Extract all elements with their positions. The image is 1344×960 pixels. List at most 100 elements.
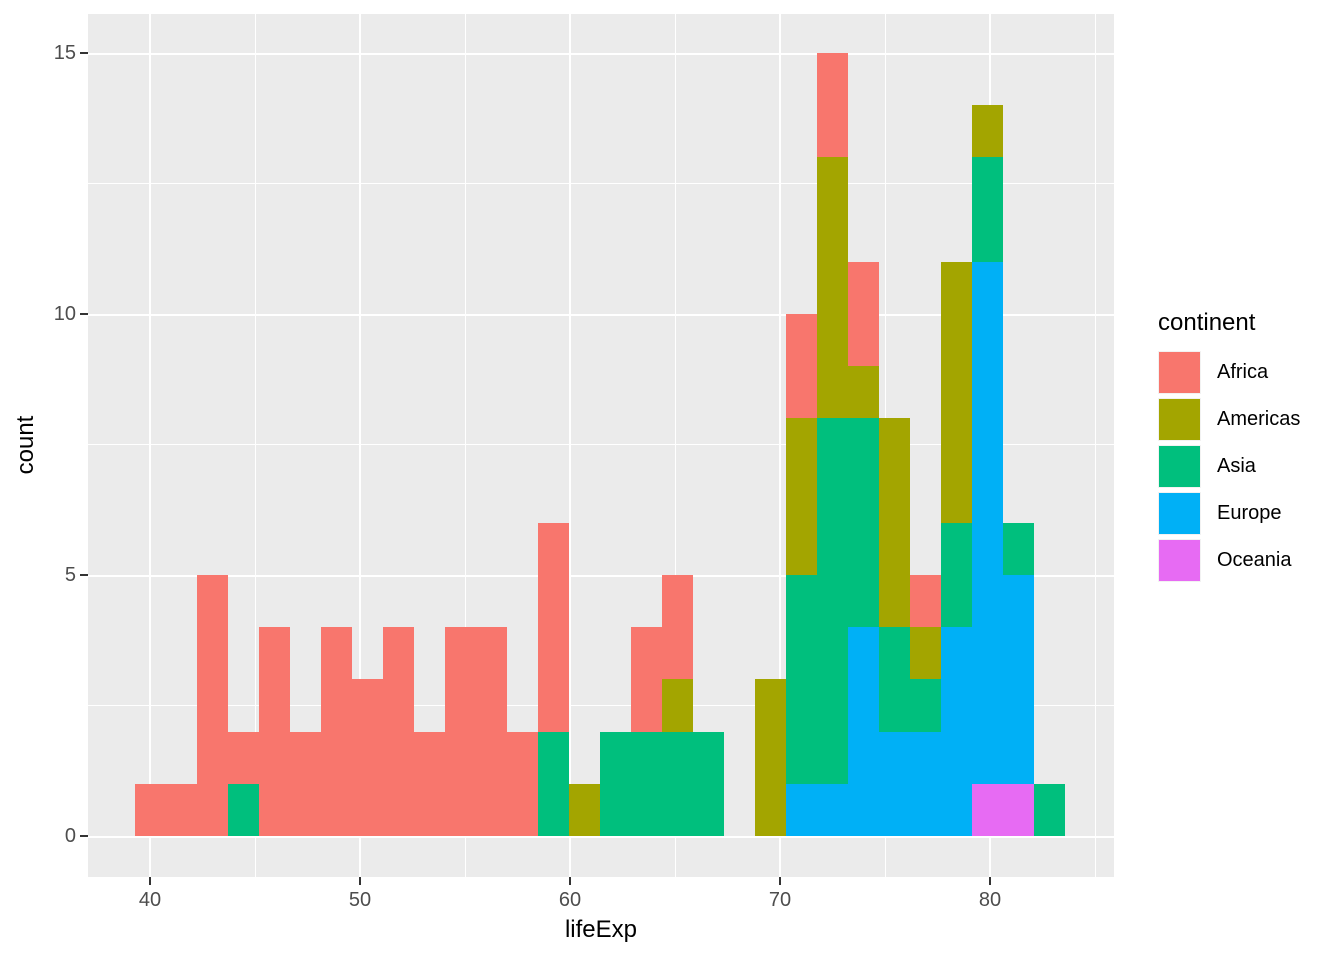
bar-segment-americas bbox=[816, 157, 848, 419]
bar-segment-africa bbox=[475, 627, 507, 836]
bar-segment-asia bbox=[600, 731, 631, 836]
bar-segment-europe bbox=[941, 627, 973, 836]
legend: continent Africa Americas Asia Europe Oceani… bbox=[1158, 310, 1344, 586]
bar-segment-americas bbox=[568, 783, 600, 836]
africa-swatch bbox=[1159, 352, 1200, 393]
x-tick-mark bbox=[149, 877, 151, 885]
bar-segment-americas bbox=[848, 366, 880, 419]
x-minor-gridline bbox=[674, 14, 676, 877]
legend-label: Oceania bbox=[1217, 549, 1292, 571]
bar-segment-asia bbox=[630, 731, 662, 836]
bar-segment-africa bbox=[630, 627, 662, 732]
y-major-gridline bbox=[88, 575, 1114, 577]
bar-segment-asia bbox=[848, 418, 880, 628]
bar-segment-africa bbox=[197, 575, 229, 836]
bar-segment-africa bbox=[290, 731, 322, 836]
legend-key bbox=[1158, 398, 1201, 441]
bar-segment-africa bbox=[320, 627, 352, 836]
bar-segment-asia bbox=[227, 783, 259, 836]
bar-segment-africa bbox=[258, 627, 290, 836]
bar-segment-asia bbox=[909, 679, 941, 732]
x-axis-title: lifeExp bbox=[564, 916, 638, 943]
europe-swatch bbox=[1159, 493, 1200, 534]
bar-segment-americas bbox=[878, 418, 910, 628]
x-tick-label: 60 bbox=[558, 889, 582, 911]
bar-segment-africa bbox=[661, 575, 693, 680]
legend-key bbox=[1158, 539, 1201, 582]
y-axis-title: count bbox=[12, 415, 39, 475]
bar-segment-europe bbox=[816, 783, 848, 836]
americas-swatch bbox=[1159, 399, 1200, 440]
legend-item-europe: Europe bbox=[1158, 492, 1344, 535]
x-major-gridline bbox=[149, 14, 151, 877]
y-minor-gridline bbox=[88, 444, 1114, 445]
bar-segment-europe bbox=[909, 731, 941, 836]
x-minor-gridline bbox=[1094, 14, 1096, 877]
legend-key bbox=[1158, 445, 1201, 488]
bar-segment-asia bbox=[693, 731, 725, 836]
legend-key bbox=[1158, 351, 1201, 394]
bar-segment-asia bbox=[816, 418, 848, 784]
y-tick-label: 15 bbox=[53, 42, 76, 64]
plot-panel bbox=[88, 14, 1114, 877]
bar-segment-europe bbox=[786, 783, 818, 836]
bar-segment-americas bbox=[909, 627, 941, 680]
bar-segment-americas bbox=[786, 418, 818, 575]
bar-segment-africa bbox=[165, 783, 197, 836]
y-tick-label: 5 bbox=[64, 564, 76, 586]
x-minor-gridline bbox=[464, 14, 466, 877]
oceania-swatch bbox=[1159, 540, 1200, 581]
x-tick-mark bbox=[989, 877, 991, 885]
bar-segment-asia bbox=[1034, 783, 1066, 836]
bar-segment-americas bbox=[755, 679, 786, 836]
x-major-gridline bbox=[569, 14, 571, 877]
y-major-gridline bbox=[88, 836, 1114, 838]
y-tick-mark bbox=[80, 574, 88, 576]
bar-segment-asia bbox=[786, 575, 818, 784]
y-tick-mark bbox=[80, 313, 88, 315]
y-minor-gridline bbox=[88, 705, 1114, 706]
y-major-gridline bbox=[88, 53, 1114, 55]
bar-segment-oceania bbox=[971, 783, 1003, 836]
bar-segment-asia bbox=[538, 731, 570, 836]
y-minor-gridline bbox=[88, 183, 1114, 184]
x-tick-label: 80 bbox=[978, 889, 1002, 911]
bar-segment-africa bbox=[507, 731, 538, 836]
legend-items: Africa Americas Asia Europe Oceania bbox=[1158, 351, 1344, 582]
legend-item-oceania: Oceania bbox=[1158, 539, 1344, 582]
bar-segment-europe bbox=[971, 261, 1003, 784]
legend-item-asia: Asia bbox=[1158, 445, 1344, 488]
bar-segment-africa bbox=[352, 679, 383, 836]
bar-segment-americas bbox=[941, 261, 973, 523]
bar-segment-americas bbox=[971, 105, 1003, 158]
bar-segment-oceania bbox=[1003, 783, 1034, 836]
legend-label: Asia bbox=[1217, 455, 1256, 477]
bar-segment-europe bbox=[1003, 575, 1034, 784]
bar-segment-africa bbox=[786, 314, 818, 419]
y-tick-label: 0 bbox=[64, 825, 76, 847]
x-minor-gridline bbox=[254, 14, 256, 877]
legend-item-africa: Africa bbox=[1158, 351, 1344, 394]
legend-title: continent bbox=[1158, 309, 1256, 336]
y-tick-label: 10 bbox=[53, 303, 76, 325]
y-major-gridline bbox=[88, 314, 1114, 316]
x-tick-label: 70 bbox=[768, 889, 792, 911]
bar-segment-asia bbox=[971, 157, 1003, 262]
bar-segment-asia bbox=[661, 731, 693, 836]
bar-segment-africa bbox=[909, 575, 941, 628]
bar-segment-africa bbox=[135, 783, 167, 836]
bar-segment-africa bbox=[227, 731, 259, 784]
legend-label: Americas bbox=[1217, 408, 1301, 430]
bar-segment-africa bbox=[383, 627, 415, 836]
bar-segment-asia bbox=[941, 522, 973, 628]
legend-key bbox=[1158, 492, 1201, 535]
legend-label: Africa bbox=[1217, 361, 1269, 383]
bar-segment-asia bbox=[1003, 522, 1034, 575]
bar-segment-africa bbox=[413, 731, 445, 836]
y-tick-mark bbox=[80, 52, 88, 54]
bar-segment-africa bbox=[538, 522, 570, 732]
x-tick-label: 50 bbox=[348, 889, 372, 911]
legend-item-americas: Americas bbox=[1158, 398, 1344, 441]
x-major-gridline bbox=[359, 14, 361, 877]
